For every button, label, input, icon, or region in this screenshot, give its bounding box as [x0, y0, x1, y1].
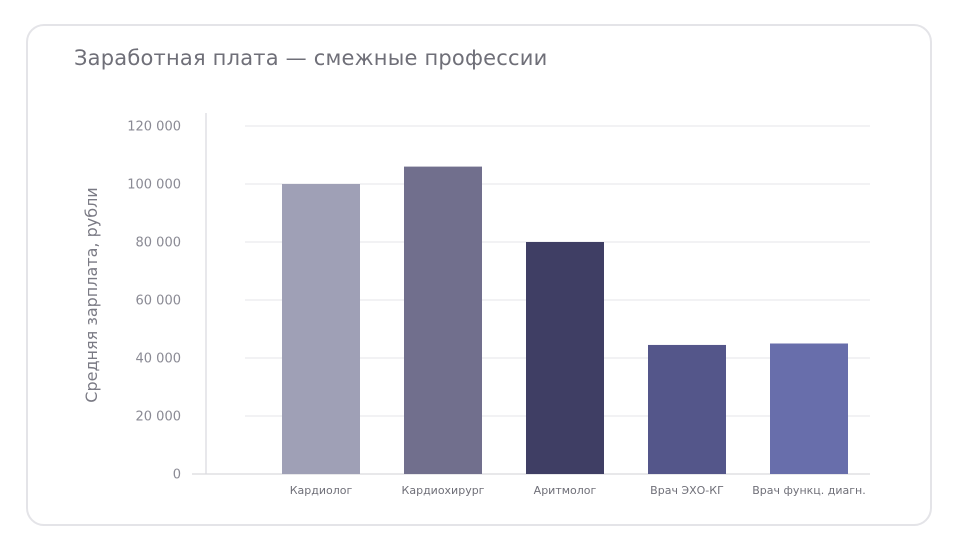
y-tick-labels: 0 20 000 40 000 60 000 80 000 100 000 120 000	[127, 120, 181, 483]
y-tick-label: 100 000	[127, 178, 181, 193]
y-axis-title: Средняя зарплата, рубли	[82, 187, 101, 402]
bars	[282, 166, 848, 474]
x-category-label: Кардиолог	[290, 484, 353, 497]
x-category-label: Врач ЭХО-КГ	[650, 484, 724, 497]
y-tick-label: 0	[173, 468, 181, 483]
x-category-label: Врач функц. диагн.	[752, 484, 865, 497]
bar	[526, 242, 604, 474]
y-tick-label: 40 000	[136, 352, 182, 367]
bar	[282, 184, 360, 474]
bar	[404, 166, 482, 474]
bar	[770, 343, 848, 474]
x-category-label: Аритмолог	[534, 484, 597, 497]
chart-title: Заработная плата — смежные профессии	[74, 46, 548, 70]
y-tick-label: 120 000	[127, 120, 181, 135]
y-tick-label: 20 000	[136, 410, 182, 425]
y-tick-label: 80 000	[136, 236, 182, 251]
x-category-labels: Кардиолог Кардиохирург Аритмолог Врач ЭХО-К…	[290, 484, 866, 497]
x-category-label: Кардиохирург	[402, 484, 485, 497]
bar	[648, 344, 726, 474]
y-tick-label: 60 000	[136, 294, 182, 309]
